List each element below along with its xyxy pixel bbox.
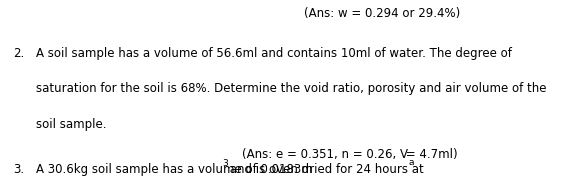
Text: saturation for the soil is 68%. Determine the void ratio, porosity and air volum: saturation for the soil is 68%. Determin… <box>36 83 547 95</box>
Text: a: a <box>409 158 414 167</box>
Text: = 4.7ml): = 4.7ml) <box>402 148 458 161</box>
Text: 2.: 2. <box>13 47 24 60</box>
Text: 3: 3 <box>222 159 228 168</box>
Text: soil sample.: soil sample. <box>36 118 106 131</box>
Text: 3.: 3. <box>13 163 24 176</box>
Text: (Ans: w = 0.294 or 29.4%): (Ans: w = 0.294 or 29.4%) <box>304 7 460 20</box>
Text: (Ans: e = 0.351, n = 0.26, V: (Ans: e = 0.351, n = 0.26, V <box>242 148 409 161</box>
Text: A soil sample has a volume of 56.6ml and contains 10ml of water. The degree of: A soil sample has a volume of 56.6ml and… <box>36 47 512 60</box>
Text: and is oven dried for 24 hours at: and is oven dried for 24 hours at <box>225 163 423 176</box>
Text: A 30.6kg soil sample has a volume of 0.0183m: A 30.6kg soil sample has a volume of 0.0… <box>36 163 313 176</box>
